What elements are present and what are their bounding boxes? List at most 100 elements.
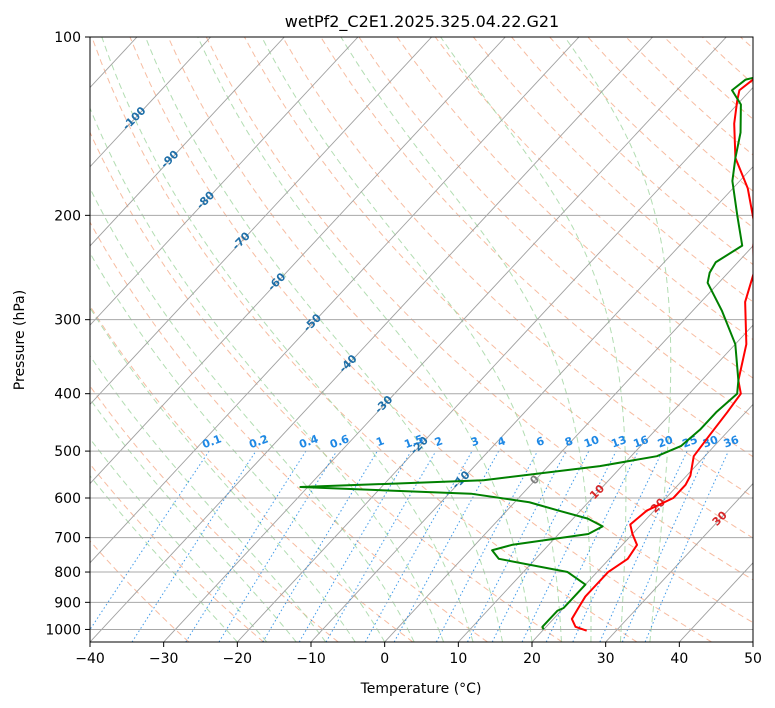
x-axis-title: Temperature (°C)	[360, 681, 482, 697]
x-tick-label: 20	[523, 651, 541, 667]
moist-adiabat	[101, 37, 474, 642]
mixing-ratio-line	[131, 450, 257, 642]
mixing-ratio-label: 3	[469, 434, 481, 449]
moist-adiabat	[90, 187, 415, 642]
temperature-profile-line	[570, 78, 753, 632]
dry-adiabat	[167, 37, 753, 624]
isotherm-line	[90, 37, 432, 406]
dry-adiabat	[244, 37, 753, 539]
mixing-ratio-line	[644, 450, 729, 642]
x-axis: −40 −30 −20 −10 0 10 20 30 40 50	[75, 642, 762, 667]
x-tick-label: 30	[597, 651, 615, 667]
y-tick-label: 700	[54, 531, 81, 547]
isotherm-line	[384, 245, 753, 642]
mixing-ratio-labels: 0.1 0.2 0.4 0.6 1 1.5 2 3 4 6 8 10 13 16 20 25 30 36	[201, 432, 741, 451]
mixing-ratio-line	[491, 450, 590, 642]
x-tick-label: 0	[380, 651, 389, 667]
dry-adiabat	[205, 37, 753, 581]
moist-adiabat	[261, 37, 562, 642]
mixing-ratio-label: 30	[701, 433, 720, 451]
mixing-ratio-label: 16	[632, 433, 651, 451]
chart-title: wetPf2_C2E1.2025.325.04.22.G21	[285, 12, 559, 32]
y-tick-label: 200	[54, 208, 81, 224]
y-tick-label: 300	[54, 313, 81, 329]
y-tick-label: 900	[54, 595, 81, 611]
series-layer	[299, 76, 753, 632]
isotherm-line	[752, 641, 753, 642]
mixing-ratio-label: 0.4	[297, 432, 320, 451]
mixing-ratio-line	[621, 450, 709, 642]
mixing-ratio-line	[364, 450, 473, 642]
mixing-ratio-label: 4	[496, 434, 508, 449]
dry-adiabat	[90, 463, 264, 642]
isotherm-line	[90, 37, 211, 168]
x-tick-label: −20	[223, 651, 253, 667]
mixing-ratio-label: 13	[609, 433, 628, 450]
isotherm-line	[90, 37, 285, 247]
dry-adiabat	[90, 540, 190, 642]
moist-adiabat	[440, 37, 627, 642]
x-tick-label: 40	[670, 651, 688, 667]
mixing-ratio-label: 8	[563, 434, 575, 449]
mixing-ratio-line	[185, 450, 307, 642]
y-axis: 100 200 300 400 500 600 700 800 900 1000	[45, 30, 90, 638]
isotherm-line	[531, 403, 753, 642]
dry-adiabat	[91, 37, 638, 642]
moist-adiabat	[145, 37, 504, 642]
plot-frame	[89, 36, 754, 643]
dry-adiabat	[90, 221, 488, 642]
moist-adiabat	[90, 354, 327, 642]
isotherm-line	[605, 482, 753, 642]
isotherm-line	[310, 166, 753, 642]
isotherm-line	[90, 37, 506, 485]
moist-adiabat	[564, 37, 672, 642]
moist-adiabat	[90, 398, 297, 642]
mixing-ratio-label: 20	[656, 433, 675, 451]
dewpoint-profile-line	[299, 76, 753, 630]
y-axis-title: Pressure (hPa)	[12, 290, 28, 390]
mixing-ratio-label: 25	[681, 433, 700, 450]
y-tick-label: 600	[54, 491, 81, 507]
mixing-ratio-label: 0.1	[201, 432, 224, 451]
moist-adiabat	[197, 37, 533, 642]
moist-adiabat	[90, 251, 386, 642]
dry-adiabat	[473, 37, 753, 303]
plot-background	[90, 37, 753, 642]
moist-adiabat	[340, 37, 592, 642]
y-tick-label: 500	[54, 444, 81, 460]
mixing-ratio-label: 6	[534, 434, 546, 449]
y-tick-label: 1000	[45, 622, 81, 638]
mixing-ratio-line	[218, 450, 338, 642]
mixing-ratio-label: 10	[582, 433, 601, 451]
isotherm-line	[0, 37, 63, 642]
mixing-ratio-label: 1	[374, 434, 386, 449]
isotherm-line	[163, 37, 727, 642]
y-tick-label: 800	[54, 565, 81, 581]
mixing-ratio-label: 1.5	[403, 432, 426, 451]
isotherm-line	[90, 37, 580, 564]
dry-adiabat	[282, 37, 753, 498]
isotherm-line	[90, 37, 653, 642]
mixing-ratio-label: 0.2	[247, 432, 270, 451]
moist-adiabat	[90, 306, 356, 642]
background-lines	[0, 37, 753, 642]
x-tick-label: −40	[75, 651, 105, 667]
moist-adiabat	[90, 106, 445, 642]
y-tick-label: 400	[54, 387, 81, 403]
dry-adiabat	[90, 131, 563, 642]
dry-adiabat	[129, 37, 712, 642]
mixing-ratio-line	[435, 450, 538, 642]
x-tick-label: −10	[296, 651, 326, 667]
y-tick-label: 100	[54, 30, 81, 46]
x-tick-label: 10	[449, 651, 467, 667]
mixing-ratio-label: 36	[722, 433, 741, 451]
isotherm-line	[458, 324, 753, 642]
x-tick-label: 50	[744, 651, 762, 667]
mixing-ratio-label: 0.6	[328, 432, 351, 451]
mixing-ratio-line	[521, 450, 617, 642]
mixing-ratio-label: 2	[433, 434, 445, 449]
isotherm-line	[90, 37, 359, 326]
mixing-ratio-line	[90, 450, 210, 631]
isotherm-line	[237, 86, 753, 642]
